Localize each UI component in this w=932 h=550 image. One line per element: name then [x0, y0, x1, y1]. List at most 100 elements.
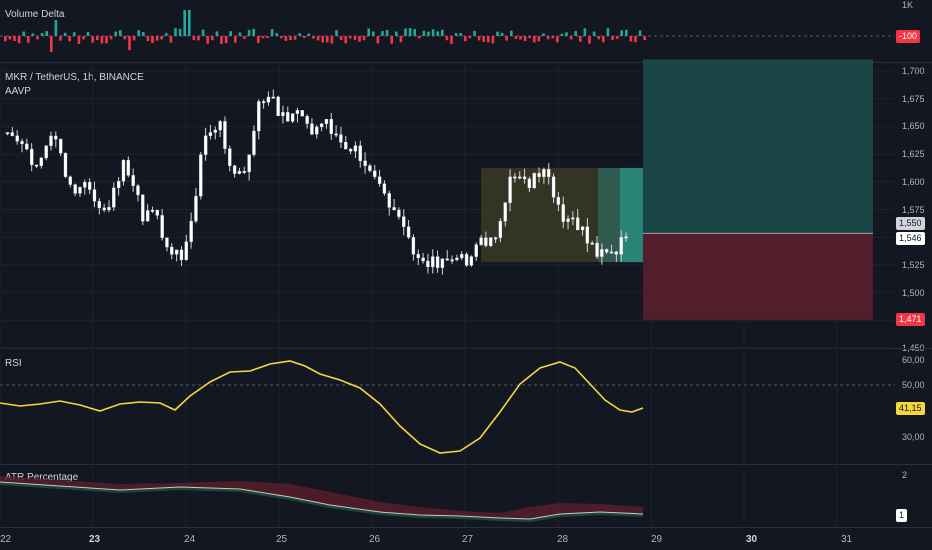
volume-delta-bar: [188, 10, 191, 36]
volume-delta-bar: [339, 36, 343, 41]
volume-delta-bar: [289, 36, 292, 41]
candle-body: [489, 237, 493, 246]
candle-body: [537, 172, 541, 177]
candle-body: [44, 145, 48, 159]
time-axis-label: 23: [89, 534, 101, 545]
volume-delta-bar: [473, 30, 476, 36]
volume-delta-bar: [280, 36, 283, 39]
volume-delta-bar: [602, 36, 605, 43]
volume-delta-bar: [206, 36, 209, 44]
time-axis-label: 26: [369, 534, 381, 545]
volume-delta-bar: [165, 33, 168, 36]
candle-body: [257, 101, 261, 132]
volume-delta-bar: [105, 36, 108, 44]
candle-body: [136, 185, 140, 196]
volume-delta-bar: [252, 28, 255, 36]
rsi-value-tag: 41,15: [896, 402, 925, 415]
price-axis-label: 1,600: [902, 176, 925, 187]
pane-separator: [0, 464, 932, 465]
candle-body: [199, 154, 203, 197]
candle-body: [624, 236, 628, 239]
volume-delta-bar: [31, 33, 35, 36]
time-axis-separator: [0, 527, 932, 528]
volume-delta-bar: [261, 36, 265, 39]
volume-delta-bar: [151, 36, 154, 44]
candle-body: [174, 249, 179, 255]
candle-body: [121, 160, 126, 182]
atr-title[interactable]: ATR Percentage: [5, 472, 79, 483]
candle-body: [92, 189, 97, 202]
candle-body: [266, 96, 271, 103]
volume-delta-bar: [358, 36, 361, 42]
volume-delta-bar: [408, 28, 412, 36]
volume-delta-bar: [592, 31, 596, 36]
volume-delta-bar: [556, 36, 559, 43]
volume-delta-bar: [36, 36, 39, 40]
candle-body: [474, 244, 478, 257]
candle-body: [228, 148, 232, 166]
candle-body: [329, 119, 333, 134]
candle-body: [310, 123, 314, 135]
candle-body: [416, 254, 420, 259]
volume-delta-bar: [243, 36, 246, 39]
volume-delta-bar: [114, 31, 117, 36]
volume-delta-bar: [510, 30, 513, 36]
volume-delta-bar: [381, 31, 384, 36]
candle-body: [300, 110, 304, 117]
candle-body: [68, 176, 72, 185]
candle-body: [348, 148, 353, 152]
volume-delta-bar: [482, 36, 485, 42]
candle-body: [184, 241, 188, 261]
volume-delta-bar: [229, 31, 232, 36]
atr-band-upper: [0, 476, 643, 519]
candle-body: [532, 172, 536, 189]
candle-body: [20, 141, 24, 145]
candle-body: [237, 171, 242, 174]
candle-body: [382, 183, 387, 194]
volume-delta-bar: [344, 36, 347, 44]
candle-body: [78, 187, 82, 194]
candle-body: [218, 121, 222, 131]
candle-body: [513, 176, 517, 179]
volume-delta-bar: [450, 36, 453, 44]
rsi-line: [0, 360, 644, 454]
volume-delta-bar: [183, 10, 186, 36]
candle-body: [165, 237, 169, 248]
volume-delta-bar: [611, 36, 614, 41]
candle-body: [54, 135, 58, 140]
candle-body: [271, 96, 275, 99]
time-axis-label: 25: [276, 534, 288, 545]
volume-delta-bar: [77, 36, 81, 44]
candle-body: [411, 237, 416, 255]
indicator-aavp-label[interactable]: AAVP: [5, 86, 31, 97]
symbol-title[interactable]: MKR / TetherUS, 1h, BINANCE: [5, 72, 144, 83]
price-axis-label: 1,700: [902, 66, 925, 76]
candle-body: [305, 116, 309, 124]
volume-delta-bar: [418, 36, 421, 39]
volume-delta-bar: [160, 36, 163, 40]
candle-body: [440, 258, 445, 268]
volume-delta-bar: [142, 32, 145, 36]
candle-body: [5, 132, 10, 135]
candle-body: [585, 226, 590, 244]
volume-delta-bar: [178, 28, 182, 36]
candle-body: [223, 121, 227, 149]
candle-body: [522, 176, 527, 180]
candle-body: [445, 258, 449, 261]
volume-delta-bar: [119, 30, 122, 36]
volume-delta-bar: [560, 33, 564, 36]
volume-delta-bar: [132, 36, 136, 41]
volume-delta-bar: [137, 30, 140, 36]
volume-delta-bar: [128, 36, 131, 50]
volume-delta-bar: [468, 36, 472, 39]
volume-delta-bar: [441, 29, 444, 36]
volume-delta-bar: [63, 32, 67, 36]
volume-delta-bar: [224, 36, 228, 44]
candle-body: [387, 193, 391, 208]
rsi-title[interactable]: RSI: [5, 358, 22, 369]
volume-delta-bar: [96, 36, 99, 41]
volume-delta-bar: [579, 36, 582, 42]
volume-delta-bar: [257, 36, 260, 43]
candle-body: [73, 184, 77, 194]
